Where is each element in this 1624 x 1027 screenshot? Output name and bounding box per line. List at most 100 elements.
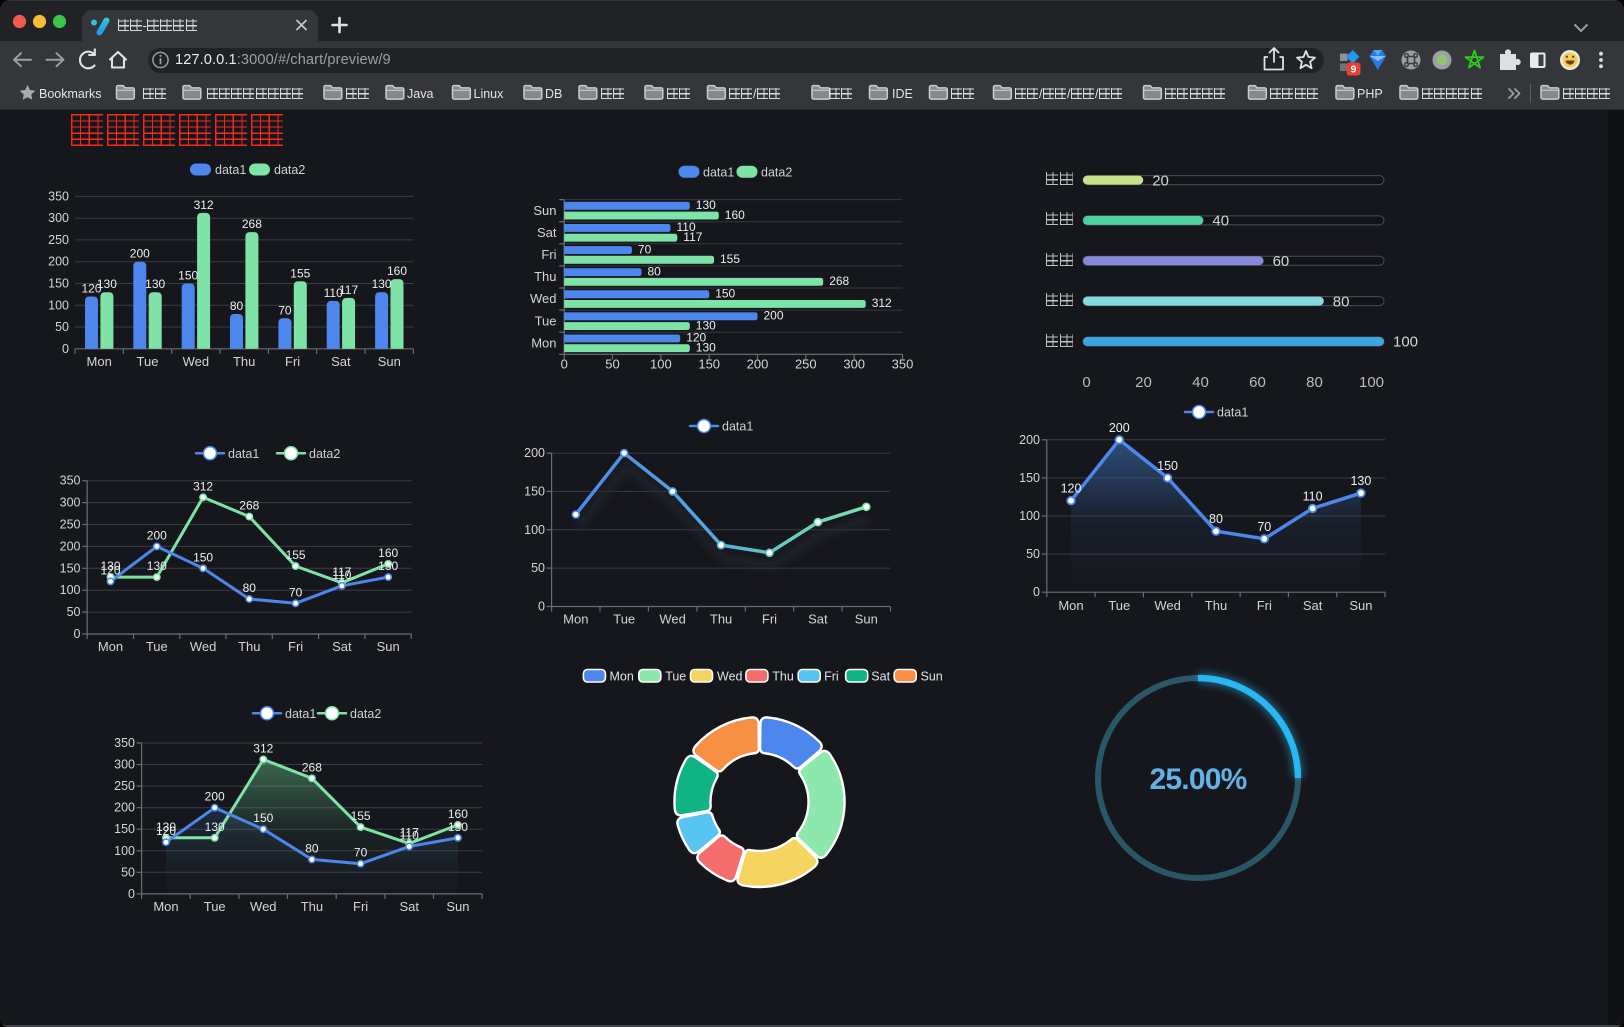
svg-text:80: 80 — [648, 264, 662, 278]
svg-text:120: 120 — [686, 331, 706, 345]
svg-text:Tue: Tue — [1108, 598, 1130, 613]
svg-text:Fri: Fri — [288, 639, 303, 654]
svg-text:130: 130 — [1350, 474, 1371, 488]
svg-text:0: 0 — [62, 342, 69, 356]
svg-text:20: 20 — [1152, 172, 1169, 189]
svg-text:80: 80 — [243, 581, 257, 595]
svg-text:350: 350 — [892, 357, 914, 372]
svg-text:100: 100 — [1359, 374, 1384, 391]
svg-text:Wed: Wed — [717, 670, 743, 684]
svg-text:Wed: Wed — [190, 639, 217, 654]
svg-text:Mon: Mon — [98, 639, 123, 654]
svg-text:300: 300 — [114, 758, 135, 772]
svg-text:Sun: Sun — [446, 899, 469, 914]
svg-text:120: 120 — [1061, 482, 1082, 496]
svg-text:50: 50 — [67, 605, 81, 619]
svg-text:Fri: Fri — [285, 354, 300, 369]
svg-text:Tue: Tue — [535, 313, 557, 328]
svg-text:70: 70 — [638, 242, 652, 256]
svg-text:70: 70 — [278, 303, 292, 317]
svg-text:Fri: Fri — [541, 247, 556, 262]
svg-text:110: 110 — [332, 568, 351, 582]
svg-text:117: 117 — [339, 283, 358, 297]
svg-text:Wed: Wed — [659, 612, 686, 627]
svg-text:Sat: Sat — [399, 899, 419, 914]
svg-text:0: 0 — [561, 357, 568, 372]
svg-text:150: 150 — [715, 287, 735, 301]
svg-text:350: 350 — [114, 736, 135, 750]
svg-text:150: 150 — [193, 550, 213, 564]
svg-text:40: 40 — [1212, 213, 1229, 230]
svg-text:120: 120 — [81, 282, 101, 296]
svg-text:150: 150 — [1019, 471, 1040, 485]
svg-text:Mon: Mon — [153, 899, 178, 914]
svg-text:data1: data1 — [215, 163, 246, 177]
svg-text:200: 200 — [147, 528, 167, 542]
svg-text:Thu: Thu — [710, 612, 732, 627]
svg-text:Fri: Fri — [353, 899, 368, 914]
svg-text:data1: data1 — [1217, 406, 1248, 420]
svg-text:0: 0 — [1033, 585, 1040, 599]
svg-text:312: 312 — [193, 479, 213, 493]
svg-text:Sun: Sun — [377, 639, 400, 654]
svg-text:Sat: Sat — [332, 639, 352, 654]
svg-text:Fri: Fri — [1257, 598, 1272, 613]
svg-text:80: 80 — [1209, 512, 1223, 526]
svg-text:Fri: Fri — [824, 670, 839, 684]
svg-text:130: 130 — [100, 559, 120, 573]
svg-text:200: 200 — [747, 357, 769, 372]
svg-text:Fri: Fri — [762, 612, 777, 627]
svg-text:80: 80 — [230, 299, 244, 313]
svg-text:60: 60 — [1273, 253, 1290, 270]
svg-text:160: 160 — [725, 208, 745, 222]
svg-text:200: 200 — [524, 446, 545, 460]
svg-text:150: 150 — [178, 269, 198, 283]
svg-text:Sat: Sat — [808, 612, 828, 627]
svg-text:150: 150 — [698, 357, 720, 372]
svg-text:data2: data2 — [350, 707, 381, 721]
svg-text:150: 150 — [253, 811, 273, 825]
svg-text:Wed: Wed — [183, 354, 210, 369]
svg-text:100: 100 — [48, 298, 69, 312]
svg-text:117: 117 — [332, 565, 351, 579]
svg-text:Tue: Tue — [204, 899, 226, 914]
svg-text:Thu: Thu — [233, 354, 255, 369]
svg-text:130: 130 — [378, 559, 398, 573]
svg-text:25.00%: 25.00% — [1150, 763, 1247, 796]
svg-text:data1: data1 — [722, 420, 753, 434]
svg-text:100: 100 — [114, 844, 135, 858]
svg-text:70: 70 — [354, 846, 368, 860]
svg-text:110: 110 — [400, 829, 419, 843]
svg-text:Tue: Tue — [665, 670, 686, 684]
svg-text:150: 150 — [1157, 459, 1178, 473]
svg-text:0: 0 — [538, 600, 545, 614]
svg-text:80: 80 — [305, 841, 319, 855]
svg-text:data1: data1 — [228, 447, 259, 461]
svg-text:160: 160 — [387, 264, 407, 278]
svg-text:350: 350 — [48, 189, 69, 203]
svg-text:Mon: Mon — [531, 335, 556, 350]
svg-text:Wed: Wed — [530, 291, 557, 306]
svg-text:250: 250 — [114, 779, 135, 793]
svg-text:117: 117 — [400, 826, 419, 840]
svg-text:Sat: Sat — [331, 354, 351, 369]
svg-text:Mon: Mon — [1058, 598, 1083, 613]
svg-text:312: 312 — [872, 296, 892, 310]
svg-text:Sun: Sun — [378, 354, 401, 369]
svg-text:268: 268 — [239, 499, 259, 513]
svg-text:40: 40 — [1192, 374, 1209, 391]
svg-text:117: 117 — [683, 230, 702, 244]
svg-text:200: 200 — [114, 801, 135, 815]
svg-text:250: 250 — [60, 518, 81, 532]
svg-text:200: 200 — [48, 255, 69, 269]
svg-text:130: 130 — [156, 820, 176, 834]
svg-text:150: 150 — [48, 277, 69, 291]
svg-text:150: 150 — [114, 822, 135, 836]
svg-text:312: 312 — [253, 741, 273, 755]
svg-text:Mon: Mon — [87, 354, 112, 369]
svg-text:312: 312 — [194, 198, 214, 212]
svg-text:250: 250 — [795, 357, 817, 372]
svg-text:155: 155 — [351, 809, 371, 823]
svg-text:60: 60 — [1249, 374, 1266, 391]
svg-text:20: 20 — [1135, 374, 1152, 391]
